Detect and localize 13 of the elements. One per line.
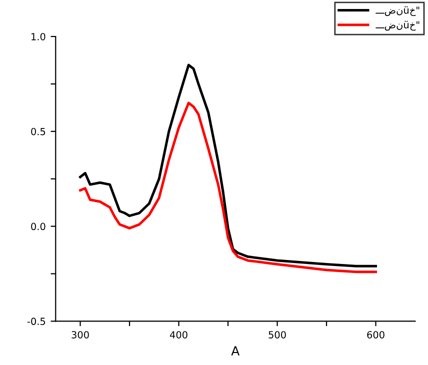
legend-label: ـــضنüخ" — [376, 20, 420, 31]
line-series — [79, 102, 378, 274]
y-tick-label: 0.0 — [31, 222, 46, 230]
x-tick-label: 500 — [268, 331, 286, 338]
legend-label: ـــضنüخ" — [376, 6, 420, 16]
x-tick-label: 300 — [72, 331, 89, 338]
y-tick-label: 0.5 — [31, 128, 46, 136]
x-tick-label: 400 — [170, 331, 188, 338]
line-series — [79, 64, 378, 268]
x-tick-label: 600 — [367, 331, 384, 338]
y-tick-label: -0.5 — [27, 318, 46, 326]
x-axis-title: A — [231, 346, 240, 356]
y-tick-label: 1.0 — [32, 32, 46, 40]
